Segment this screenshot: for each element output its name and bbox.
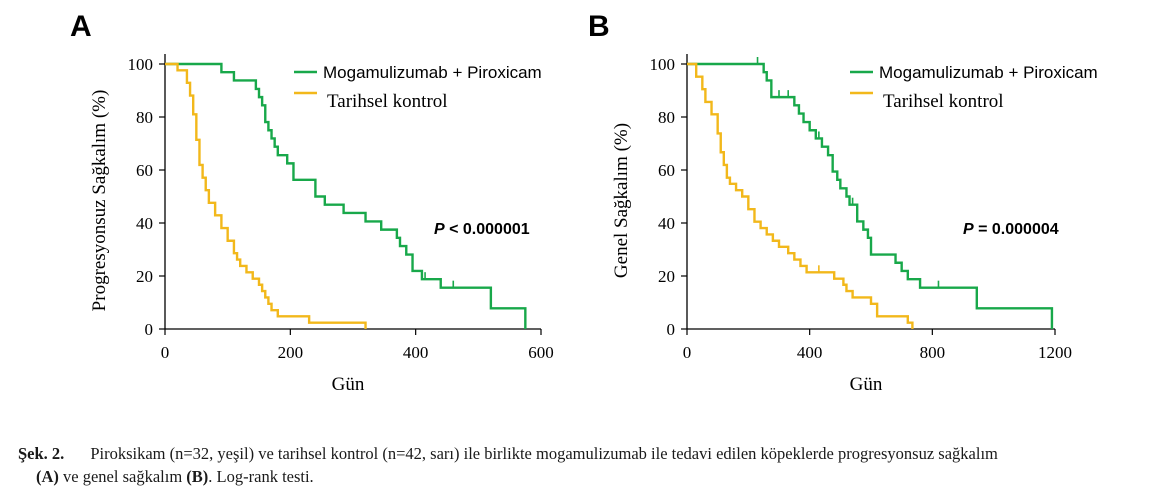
panel-letter: A [70,10,92,43]
chart-panel-b: B 0 20 40 60 80 100 0 400 800 1200 Gün Genel Sağkalı… [588,10,1098,395]
y-tick-label: 80 [658,108,675,127]
legend-label-treatment: Mogamulizumab + Piroxicam [879,63,1098,82]
caption-line-1: Piroksikam (n=32, yeşil) ve tarihsel kon… [90,444,998,463]
y-tick-label: 100 [128,55,154,74]
y-axis-title: Progresyonsuz Sağkalım (%) [89,90,110,312]
x-axis-title: Gün [850,374,883,395]
x-tick-label: 400 [403,343,429,362]
y-tick-label: 20 [136,267,153,286]
y-tick-label: 0 [667,320,676,339]
survival-curve-treatment [165,62,527,329]
legend-label-control: Tarihsel kontrol [883,91,1004,112]
panel-letter: B [588,10,610,43]
x-tick-label: 0 [161,343,170,362]
caption-panel-a-ref: (A) [36,467,59,486]
caption-label: Şek. 2. [18,444,65,463]
y-tick-label: 80 [136,108,153,127]
caption-panel-b-ref: (B) [186,467,209,486]
x-axis-title: Gün [332,374,365,395]
y-tick-label: 100 [650,55,676,74]
p-value-text: < 0.000001 [445,221,530,238]
caption-mid: ve genel sağkalım [58,467,187,486]
x-tick-label: 0 [683,343,692,362]
x-tick-label: 800 [920,343,946,362]
y-axis-title: Genel Sağkalım (%) [611,123,632,278]
y-tick-label: 40 [658,214,675,233]
figure-caption: Şek. 2. Piroksikam (n=32, yeşil) ve tarih… [18,442,1163,488]
p-value-symbol: P [963,221,974,238]
survival-curve-control [687,62,914,329]
x-tick-label: 400 [797,343,823,362]
x-tick-label: 600 [528,343,554,362]
chart-panel-a: A 0 20 40 60 80 100 0 200 400 600 Gün Progresyonsuz … [70,10,554,395]
survival-curve-control [165,62,367,329]
p-value-annotation: P < 0.000001 [434,221,530,238]
x-tick-label: 1200 [1038,343,1072,362]
legend-label-treatment: Mogamulizumab + Piroxicam [323,63,542,82]
y-tick-label: 60 [658,161,675,180]
p-value-text: = 0.000004 [974,221,1059,238]
caption-end: . Log-rank testi. [208,467,314,486]
legend-label-control: Tarihsel kontrol [327,91,448,112]
p-value-annotation: P = 0.000004 [963,221,1059,238]
y-tick-label: 40 [136,214,153,233]
y-tick-label: 0 [145,320,154,339]
survival-curve-treatment [687,62,1054,329]
x-tick-label: 200 [278,343,304,362]
y-tick-label: 60 [136,161,153,180]
y-tick-label: 20 [658,267,675,286]
p-value-symbol: P [434,221,445,238]
